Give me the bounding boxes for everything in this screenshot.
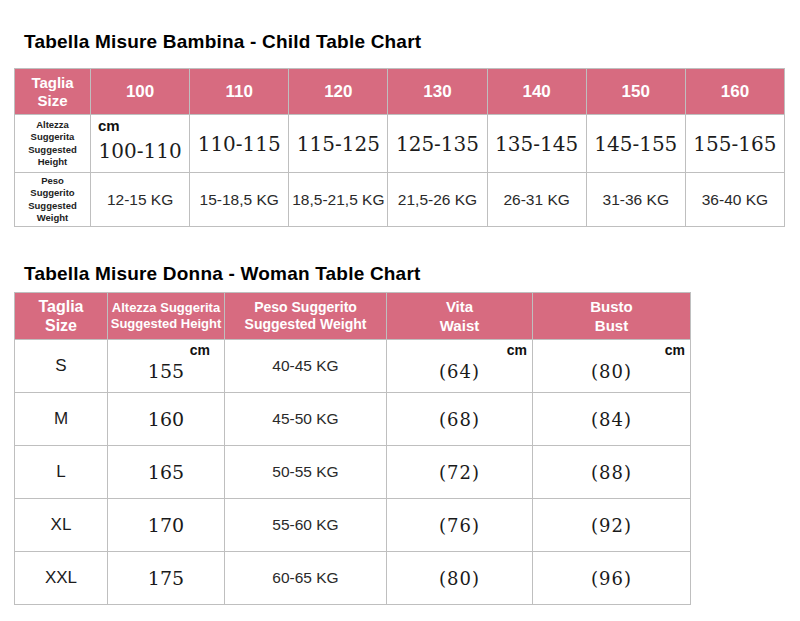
woman-waist-header: Vita Waist bbox=[387, 293, 533, 340]
child-height-value: 135-145 bbox=[487, 115, 586, 173]
height-cell: cm 155 bbox=[108, 340, 225, 393]
child-size-header-110: 110 bbox=[190, 69, 289, 115]
height-cell: 170 bbox=[108, 499, 225, 552]
size-cell: L bbox=[15, 446, 108, 499]
child-size-header-100: 100 bbox=[91, 69, 190, 115]
woman-corner-header: Taglia Size bbox=[15, 293, 108, 340]
woman-row-m: M 160 45-50 KG (68) (84) bbox=[15, 393, 691, 446]
child-weight-value: 15-18,5 KG bbox=[190, 173, 289, 227]
child-size-header-120: 120 bbox=[289, 69, 388, 115]
weight-cell: 50-55 KG bbox=[225, 446, 387, 499]
weight-cell: 55-60 KG bbox=[225, 499, 387, 552]
size-cell: M bbox=[15, 393, 108, 446]
child-weight-value: 12-15 KG bbox=[91, 173, 190, 227]
cm-unit-label: cm bbox=[507, 342, 527, 358]
bust-value: (80) bbox=[591, 361, 632, 382]
child-height-row: Altezza Suggerita Suggested Height cm 10… bbox=[15, 115, 785, 173]
woman-row-xxl: XXL 175 60-65 KG (80) (96) bbox=[15, 552, 691, 605]
child-height-row-label: Altezza Suggerita Suggested Height bbox=[15, 115, 91, 173]
child-weight-value: 21,5-26 KG bbox=[388, 173, 487, 227]
cm-unit-label: cm bbox=[190, 342, 210, 358]
child-height-value: 155-165 bbox=[685, 115, 784, 173]
child-height-value: 110-115 bbox=[190, 115, 289, 173]
size-cell: XL bbox=[15, 499, 108, 552]
child-size-header-140: 140 bbox=[487, 69, 586, 115]
woman-row-s: S cm 155 40-45 KG cm (64) cm (80) bbox=[15, 340, 691, 393]
height-cell: 175 bbox=[108, 552, 225, 605]
height-cell: 165 bbox=[108, 446, 225, 499]
waist-cell: (76) bbox=[387, 499, 533, 552]
child-height-value-cell: cm 100-110 bbox=[91, 115, 190, 173]
height-value: 155 bbox=[148, 360, 184, 382]
bust-cell: (84) bbox=[533, 393, 691, 446]
child-weight-row-label: Peso Suggerito Suggested Weight bbox=[15, 173, 91, 227]
woman-weight-header: Peso Suggerito Suggested Weight bbox=[225, 293, 387, 340]
bust-cell: (96) bbox=[533, 552, 691, 605]
cm-unit-label: cm bbox=[98, 117, 120, 134]
woman-size-table: Taglia Size Altezza Suggerita Suggested … bbox=[14, 292, 691, 605]
child-height-value: 100-110 bbox=[99, 139, 182, 163]
woman-table-header-row: Taglia Size Altezza Suggerita Suggested … bbox=[15, 293, 691, 340]
child-weight-value: 36-40 KG bbox=[685, 173, 784, 227]
woman-bust-header: Busto Bust bbox=[533, 293, 691, 340]
weight-cell: 40-45 KG bbox=[225, 340, 387, 393]
woman-table-title: Tabella Misure Donna - Woman Table Chart bbox=[24, 263, 421, 285]
child-size-header-150: 150 bbox=[586, 69, 685, 115]
height-cell: 160 bbox=[108, 393, 225, 446]
woman-row-l: L 165 50-55 KG (72) (88) bbox=[15, 446, 691, 499]
size-cell: S bbox=[15, 340, 108, 393]
waist-cell: cm (64) bbox=[387, 340, 533, 393]
size-cell: XXL bbox=[15, 552, 108, 605]
woman-height-header: Altezza Suggerita Suggested Height bbox=[108, 293, 225, 340]
child-height-value: 145-155 bbox=[586, 115, 685, 173]
cm-unit-label: cm bbox=[665, 342, 685, 358]
child-height-value: 125-135 bbox=[388, 115, 487, 173]
child-corner-header: Taglia Size bbox=[15, 69, 91, 115]
child-size-table: Taglia Size 100 110 120 130 140 150 160 … bbox=[14, 68, 785, 227]
child-size-header-130: 130 bbox=[388, 69, 487, 115]
child-weight-row: Peso Suggerito Suggested Weight 12-15 KG… bbox=[15, 173, 785, 227]
waist-value: (64) bbox=[439, 361, 480, 382]
waist-cell: (80) bbox=[387, 552, 533, 605]
child-table-title: Tabella Misure Bambina - Child Table Cha… bbox=[24, 31, 421, 53]
child-height-value: 115-125 bbox=[289, 115, 388, 173]
woman-row-xl: XL 170 55-60 KG (76) (92) bbox=[15, 499, 691, 552]
child-size-header-160: 160 bbox=[685, 69, 784, 115]
waist-cell: (68) bbox=[387, 393, 533, 446]
waist-cell: (72) bbox=[387, 446, 533, 499]
weight-cell: 60-65 KG bbox=[225, 552, 387, 605]
child-weight-value: 18,5-21,5 KG bbox=[289, 173, 388, 227]
weight-cell: 45-50 KG bbox=[225, 393, 387, 446]
child-weight-value: 31-36 KG bbox=[586, 173, 685, 227]
child-table-header-row: Taglia Size 100 110 120 130 140 150 160 bbox=[15, 69, 785, 115]
child-weight-value: 26-31 KG bbox=[487, 173, 586, 227]
bust-cell: (88) bbox=[533, 446, 691, 499]
bust-cell: (92) bbox=[533, 499, 691, 552]
bust-cell: cm (80) bbox=[533, 340, 691, 393]
